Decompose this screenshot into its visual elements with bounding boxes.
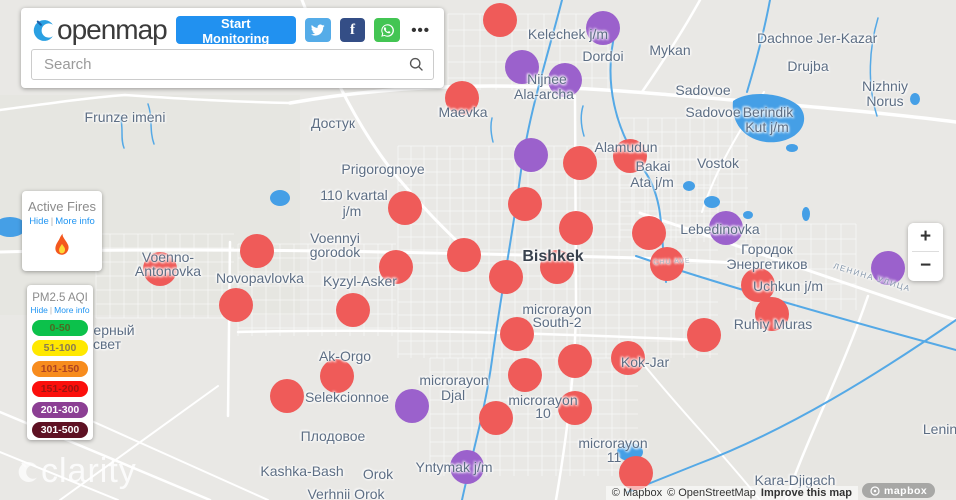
aqi-marker-purple[interactable] — [548, 63, 582, 97]
aqi-range-51-100: 51-100 — [32, 340, 88, 356]
aqi-marker-purple[interactable] — [395, 389, 429, 423]
aqi-marker-red[interactable] — [540, 250, 574, 284]
active-fires-hide-link[interactable]: Hide — [29, 216, 49, 227]
clarity-watermark-text: clarity — [41, 452, 137, 490]
aqi-marker-red[interactable] — [558, 344, 592, 378]
aqi-marker-red[interactable] — [219, 288, 253, 322]
active-fires-more-info-link[interactable]: More info — [55, 216, 95, 227]
aqi-marker-red[interactable] — [240, 234, 274, 268]
header-toolbar: openmap Start Monitoring f ••• — [21, 8, 444, 49]
aqi-marker-purple[interactable] — [505, 50, 539, 84]
clarity-c-icon — [18, 461, 37, 482]
zoom-out-button[interactable]: − — [908, 252, 943, 280]
aqi-marker-red[interactable] — [270, 379, 304, 413]
aqi-marker-red[interactable] — [508, 358, 542, 392]
aqi-marker-red[interactable] — [445, 81, 479, 115]
clarity-c-icon — [33, 19, 53, 41]
more-options-button[interactable]: ••• — [411, 21, 431, 39]
aqi-marker-red[interactable] — [508, 187, 542, 221]
separator: | — [50, 216, 54, 227]
clarity-watermark: clarity — [16, 452, 137, 491]
aqi-marker-red[interactable] — [388, 191, 422, 225]
aqi-marker-red[interactable] — [559, 211, 593, 245]
aqi-marker-red[interactable] — [143, 252, 177, 286]
openmap-logo[interactable]: openmap — [31, 14, 168, 45]
aqi-marker-purple[interactable] — [709, 211, 743, 245]
aqi-legend-card: PM2.5 AQI Hide | More info 0-50 51-100 101-1… — [27, 285, 93, 440]
mapbox-icon — [870, 485, 880, 496]
header-card: openmap Start Monitoring f ••• — [21, 8, 444, 88]
aqi-marker-red[interactable] — [336, 293, 370, 327]
search-input[interactable] — [31, 49, 434, 80]
zoom-controls: + − — [908, 223, 943, 281]
aqi-marker-red[interactable] — [611, 341, 645, 375]
whatsapp-icon — [381, 23, 394, 37]
search-box — [31, 49, 434, 80]
aqi-marker-red[interactable] — [379, 250, 413, 284]
mapbox-logo-text: mapbox — [884, 484, 928, 497]
aqi-more-info-link[interactable]: More info — [54, 305, 90, 315]
aqi-marker-red[interactable] — [563, 146, 597, 180]
aqi-range-301-500: 301-500 — [32, 422, 88, 438]
active-fires-title: Active Fires — [28, 199, 96, 214]
aqi-range-0-50: 0-50 — [32, 319, 88, 336]
aqi-marker-red[interactable] — [741, 268, 775, 302]
twitter-button[interactable] — [304, 18, 331, 42]
start-monitoring-button[interactable]: Start Monitoring — [175, 16, 296, 46]
zoom-in-button[interactable]: + — [908, 223, 943, 251]
osm-attribution-link[interactable]: © OpenStreetMap — [667, 487, 756, 499]
aqi-marker-red[interactable] — [650, 247, 684, 281]
aqi-marker-red[interactable] — [483, 3, 517, 37]
aqi-marker-red[interactable] — [613, 139, 647, 173]
aqi-marker-purple[interactable] — [586, 11, 620, 45]
facebook-icon: f — [350, 21, 355, 38]
aqi-marker-red[interactable] — [489, 260, 523, 294]
aqi-range-151-200: 151-200 — [32, 381, 88, 397]
attribution-bar: © Mapbox © OpenStreetMap Improve this ma… — [605, 486, 858, 500]
improve-map-link[interactable]: Improve this map — [760, 487, 852, 499]
facebook-button[interactable]: f — [339, 18, 366, 42]
search-icon[interactable] — [408, 56, 425, 73]
aqi-marker-red[interactable] — [479, 401, 513, 435]
active-fires-card: Active Fires Hide | More info — [22, 191, 102, 271]
aqi-legend-title: PM2.5 AQI — [32, 292, 88, 304]
aqi-legend-links: Hide | More info — [27, 305, 93, 315]
aqi-marker-red[interactable] — [755, 297, 789, 331]
zoom-divider — [912, 251, 939, 252]
whatsapp-button[interactable] — [374, 18, 401, 42]
map-field-area — [620, 340, 956, 490]
aqi-marker-purple[interactable] — [450, 450, 484, 484]
logo-text: openmap — [57, 14, 168, 45]
mapbox-attribution-link[interactable]: © Mapbox — [611, 487, 663, 499]
twitter-icon — [311, 24, 325, 36]
aqi-range-101-150: 101-150 — [32, 360, 88, 377]
separator: | — [49, 305, 53, 315]
mapbox-logo-badge[interactable]: mapbox — [862, 483, 936, 498]
aqi-marker-red[interactable] — [687, 318, 721, 352]
aqi-marker-red[interactable] — [632, 216, 666, 250]
aqi-marker-purple[interactable] — [514, 138, 548, 172]
aqi-marker-red[interactable] — [500, 317, 534, 351]
aqi-hide-link[interactable]: Hide — [30, 305, 48, 315]
aqi-marker-red[interactable] — [558, 391, 592, 425]
aqi-marker-red[interactable] — [619, 456, 653, 490]
aqi-marker-red[interactable] — [320, 359, 354, 393]
aqi-range-list: 0-50 51-100 101-150 151-200 201-300 301-500 — [27, 319, 93, 438]
aqi-marker-red[interactable] — [447, 238, 481, 272]
fire-icon — [55, 233, 69, 255]
aqi-marker-purple[interactable] — [871, 251, 905, 285]
aqi-range-201-300: 201-300 — [32, 401, 88, 418]
active-fires-links: Hide | More info — [22, 216, 102, 227]
